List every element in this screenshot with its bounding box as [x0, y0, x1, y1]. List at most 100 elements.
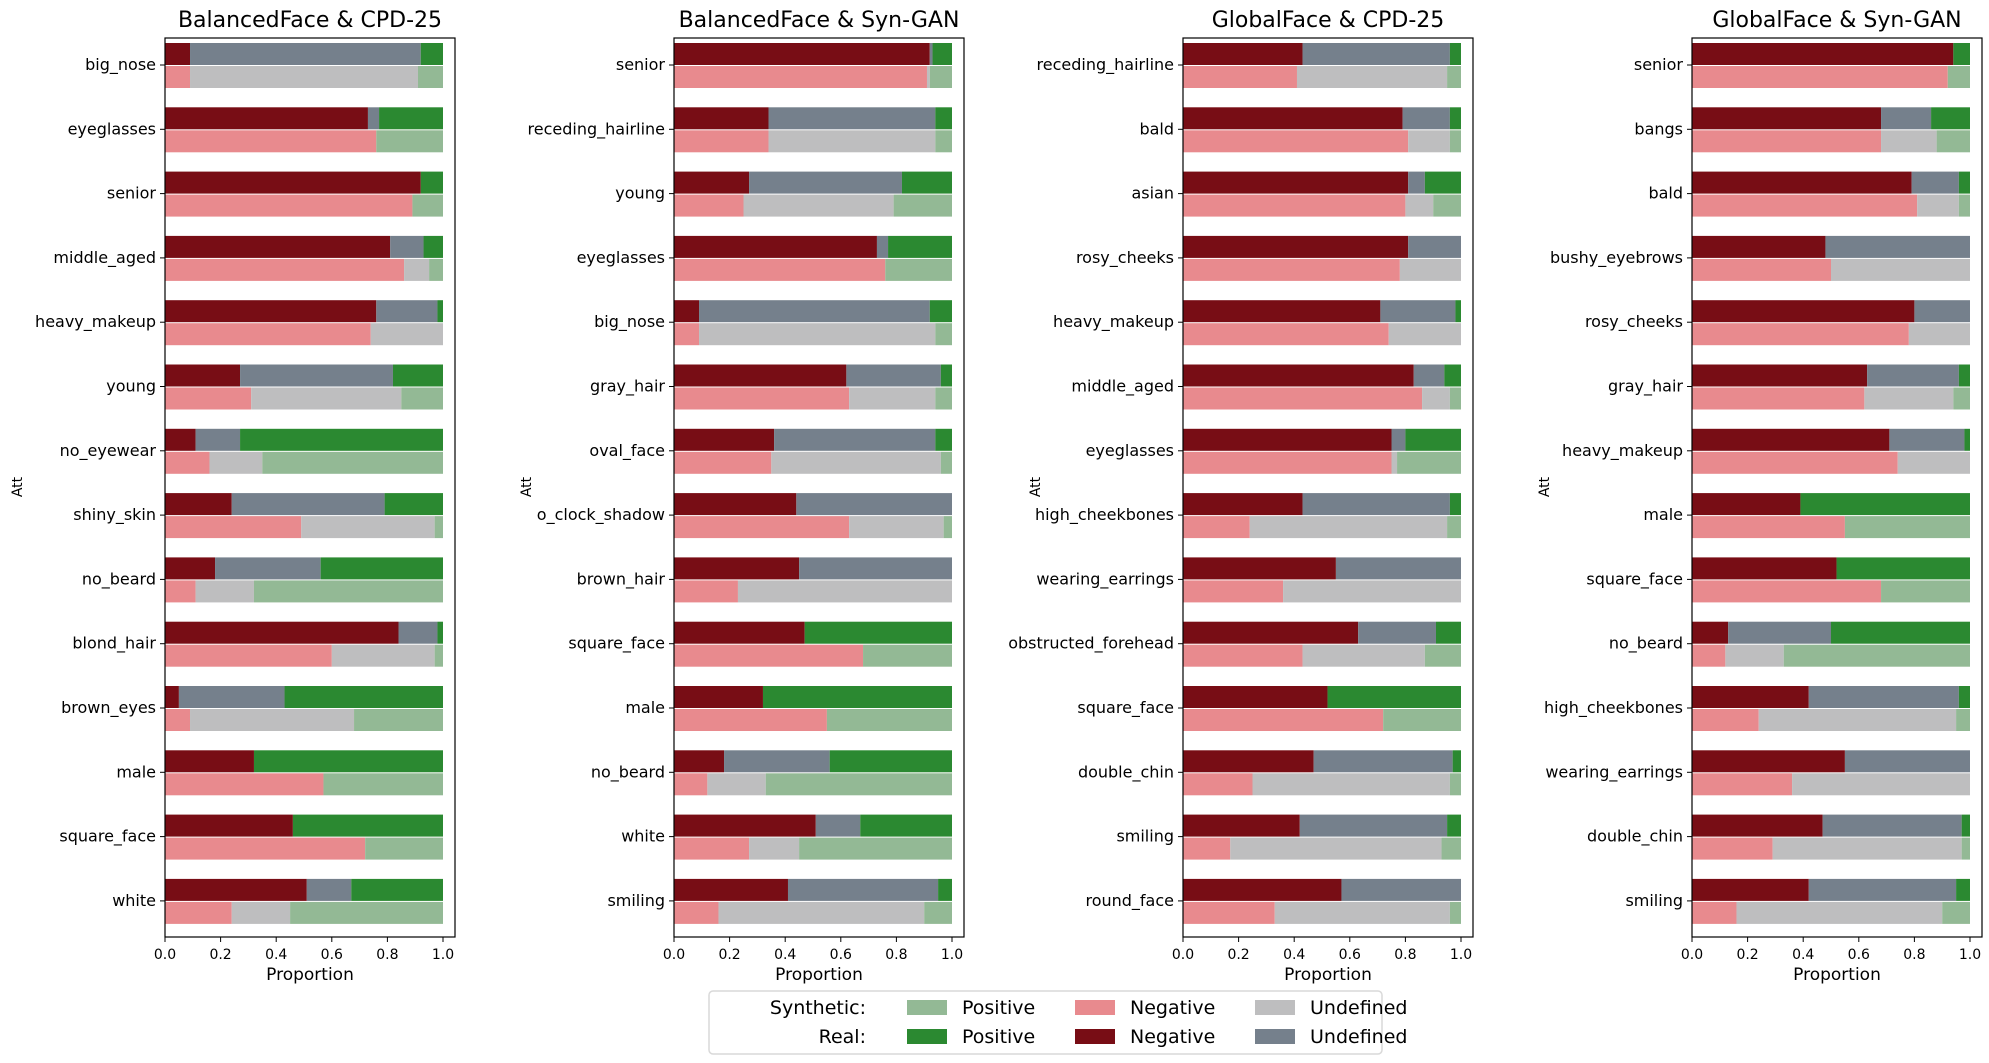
- bar-synthetic-negative-gray_hair: [1692, 387, 1865, 410]
- x-tick-label: 0.0: [154, 947, 176, 963]
- bar-synthetic-positive-gray_hair: [1953, 387, 1970, 410]
- bar-real-positive-smiling: [1956, 878, 1970, 901]
- bar-real-negative-bald: [1692, 171, 1912, 194]
- bar-real-undefined-no_beard: [215, 557, 321, 580]
- axes-frame: [673, 37, 965, 938]
- bar-synthetic-undefined-double_chin: [1252, 773, 1450, 796]
- legend-entry-label: Positive: [962, 1026, 1035, 1048]
- bar-synthetic-negative-smiling: [1183, 837, 1231, 860]
- bar-real-positive-receding_hairline: [1449, 43, 1461, 65]
- y-tick-label: double_chin: [1078, 762, 1174, 782]
- bar-synthetic-negative-brown_hair: [674, 580, 738, 603]
- bar-synthetic-undefined-receding_hairline: [1296, 66, 1448, 88]
- bar-synthetic-undefined-middle_aged: [404, 258, 430, 281]
- bar-real-undefined-big_nose: [190, 43, 421, 65]
- bar-real-positive-high_cheekbones: [1958, 686, 1970, 708]
- bar-real-positive-no_beard: [320, 557, 443, 580]
- bar-synthetic-undefined-eyeglasses: [1391, 451, 1398, 474]
- bar-real-negative-obstructed_forehead: [1183, 621, 1359, 644]
- y-tick-label: no_beard: [82, 569, 156, 589]
- y-tick-label: big_nose: [594, 312, 665, 332]
- bar-synthetic-positive-middle_aged: [1449, 387, 1461, 410]
- bar-real-negative-no_beard: [1692, 621, 1729, 644]
- bar-synthetic-positive-young: [893, 194, 952, 217]
- bar-synthetic-negative-round_face: [1183, 901, 1275, 924]
- legend-swatch-real-negative: [1075, 1029, 1115, 1044]
- y-tick-label: senior: [1634, 55, 1684, 74]
- bar-synthetic-negative-male: [165, 773, 324, 796]
- bar-synthetic-undefined-young: [251, 387, 402, 410]
- bar-synthetic-negative-oval_face: [674, 451, 772, 474]
- y-tick-label: obstructed_forehead: [1008, 634, 1174, 654]
- y-tick-label: rosy_cheeks: [1076, 248, 1174, 268]
- bar-synthetic-positive-receding_hairline: [935, 130, 952, 153]
- bar-real-negative-high_cheekbones: [1692, 686, 1809, 708]
- bar-synthetic-negative-middle_aged: [165, 258, 405, 281]
- axes-frame: [1691, 37, 1983, 938]
- bar-synthetic-positive-o_clock_shadow: [943, 516, 952, 539]
- bar-real-negative-bald: [1183, 107, 1403, 130]
- bar-synthetic-negative-obstructed_forehead: [1183, 644, 1303, 667]
- bar-real-positive-male: [1800, 493, 1970, 516]
- bar-real-positive-square_face: [1327, 686, 1461, 708]
- bar-real-undefined-wearing_earrings: [1335, 557, 1461, 580]
- bar-synthetic-negative-rosy_cheeks: [1692, 323, 1909, 346]
- y-tick-label: o_clock_shadow: [537, 505, 665, 525]
- bar-real-positive-young: [392, 364, 443, 387]
- bar-synthetic-undefined-no_beard: [1725, 644, 1784, 667]
- bar-real-negative-smiling: [674, 878, 788, 901]
- bar-synthetic-positive-male: [1844, 516, 1970, 539]
- bar-real-negative-double_chin: [1183, 750, 1314, 773]
- bar-synthetic-positive-shiny_skin: [434, 516, 443, 539]
- bar-real-positive-middle_aged: [423, 235, 443, 258]
- bar-real-negative-heavy_makeup: [1183, 300, 1381, 323]
- legend-box: [708, 990, 1383, 1055]
- bar-synthetic-positive-no_eyewear: [262, 451, 443, 474]
- bar-synthetic-undefined-oval_face: [771, 451, 941, 474]
- bar-real-negative-heavy_makeup: [1692, 428, 1890, 451]
- x-tick-label: 0.4: [774, 947, 796, 963]
- bar-synthetic-positive-big_nose: [417, 66, 443, 88]
- y-axis-label: Att: [519, 476, 535, 497]
- bar-real-negative-high_cheekbones: [1183, 493, 1303, 516]
- bar-synthetic-positive-square_face: [1881, 580, 1970, 603]
- axes-frame: [164, 37, 456, 938]
- bar-synthetic-negative-bangs: [1692, 130, 1882, 153]
- bar-real-undefined-eyeglasses: [876, 235, 889, 258]
- y-tick-label: blond_hair: [72, 634, 156, 654]
- bar-real-undefined-eyeglasses: [1391, 428, 1406, 451]
- bar-real-positive-big_nose: [420, 43, 443, 65]
- bar-synthetic-positive-receding_hairline: [1447, 66, 1461, 88]
- x-tick-label: 0.6: [1848, 947, 1870, 963]
- bar-synthetic-undefined-no_eyewear: [209, 451, 263, 474]
- bar-real-positive-bald: [1449, 107, 1461, 130]
- bar-real-undefined-brown_eyes: [178, 686, 285, 708]
- bar-synthetic-undefined-big_nose: [190, 66, 418, 88]
- bar-synthetic-undefined-receding_hairline: [768, 130, 936, 153]
- x-tick-label: 0.6: [830, 947, 852, 963]
- bar-real-undefined-heavy_makeup: [376, 300, 438, 323]
- bar-synthetic-positive-no_beard: [765, 773, 952, 796]
- y-tick-label: square_face: [59, 827, 156, 847]
- bar-real-negative-rosy_cheeks: [1183, 235, 1409, 258]
- bar-real-positive-receding_hairline: [935, 107, 952, 130]
- x-tick-label: 0.4: [265, 947, 287, 963]
- bar-real-positive-heavy_makeup: [1964, 428, 1970, 451]
- bar-real-negative-eyeglasses: [1183, 428, 1392, 451]
- bar-synthetic-negative-no_beard: [674, 773, 708, 796]
- bar-synthetic-negative-brown_eyes: [165, 709, 191, 731]
- y-tick-label: smiling: [1625, 891, 1683, 910]
- y-tick-label: senior: [616, 55, 666, 74]
- bar-real-negative-big_nose: [165, 43, 191, 65]
- legend-entry-label: Undefined: [1310, 997, 1407, 1019]
- bar-synthetic-negative-gray_hair: [674, 387, 850, 410]
- y-tick-label: male: [1643, 505, 1683, 524]
- bar-synthetic-undefined-double_chin: [1772, 837, 1962, 860]
- bar-synthetic-negative-double_chin: [1183, 773, 1253, 796]
- bar-real-negative-gray_hair: [674, 364, 847, 387]
- bar-synthetic-negative-smiling: [674, 901, 719, 924]
- y-tick-label: square_face: [568, 634, 665, 654]
- x-tick-label: 0.8: [1903, 947, 1925, 963]
